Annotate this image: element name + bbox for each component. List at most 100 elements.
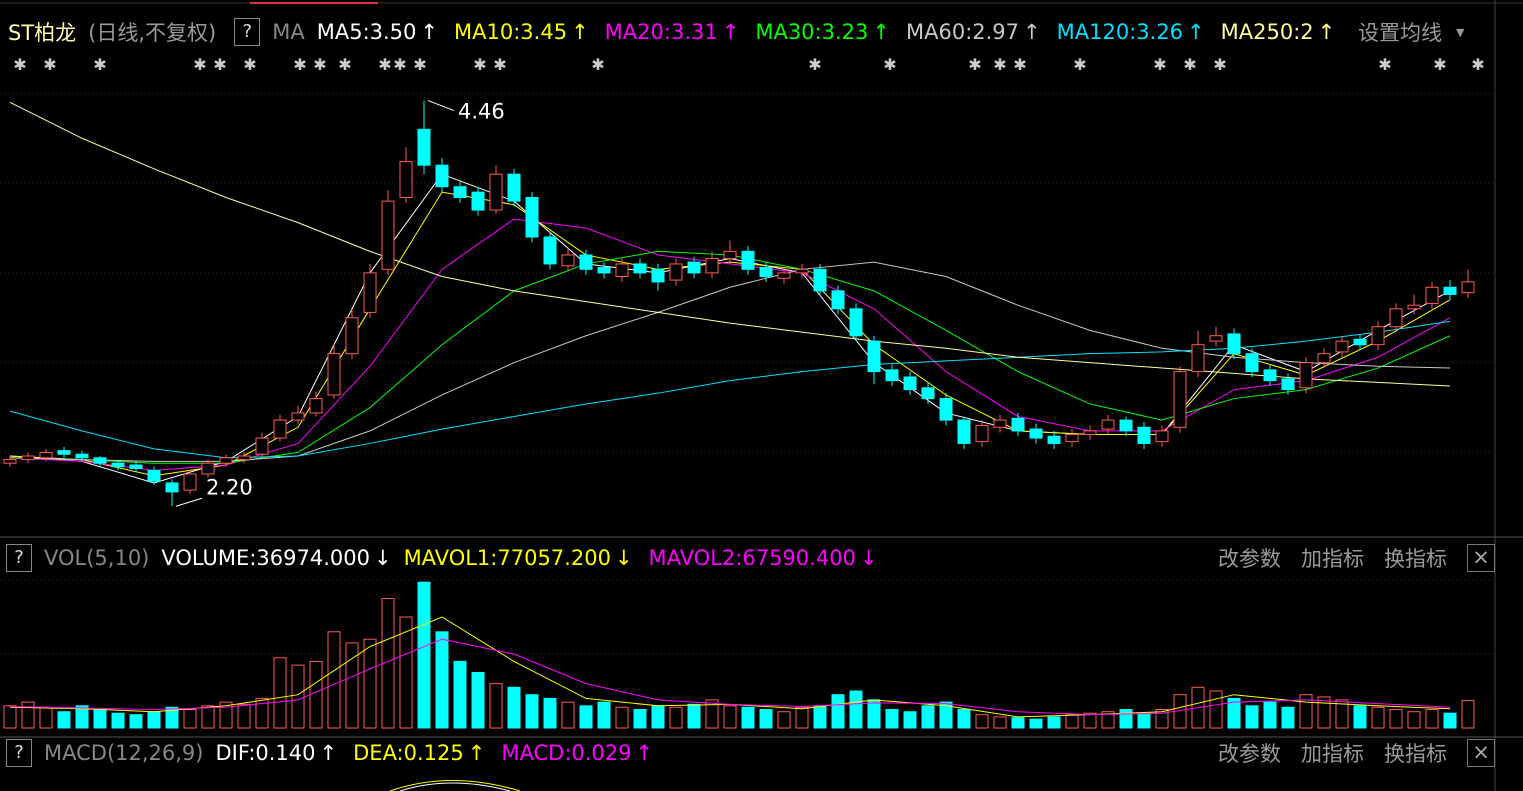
candle-body [237,455,251,461]
candle-body [633,263,647,274]
candle-body [165,482,179,493]
help-button[interactable]: ? [6,544,32,572]
button[interactable]: 加指标 [1301,547,1364,571]
close-button[interactable]: × [1467,739,1495,767]
volume-bar [939,701,953,729]
candle-body [75,453,89,459]
volume-bar [291,664,305,729]
event-icon: ✱ [193,55,206,74]
volume-bar [417,581,431,729]
annotation-arrow [427,100,455,112]
candle-body [1227,333,1241,355]
legend-label: MAVOL1:77057.200 [403,546,611,570]
candle-body [1155,430,1169,443]
macd-curve [389,780,521,791]
volume-bar [255,697,269,729]
candle-body [453,186,467,199]
volume-bar [3,705,17,729]
volume-bar [1227,697,1241,729]
candle-body [759,267,773,277]
candle-body [1461,281,1475,294]
help-button[interactable]: ? [6,739,32,767]
event-icon: ✱ [243,55,256,74]
event-icon: ✱ [473,55,486,74]
candle-body [1245,353,1259,373]
volume-bar [723,705,737,729]
close-button[interactable]: × [1467,544,1495,572]
volume-bar [633,709,647,729]
button[interactable]: 加指标 [1301,742,1364,766]
volume-bar [1443,712,1457,729]
legend-label: MA30:3.23 [755,20,869,44]
candle-body [381,200,395,270]
button[interactable]: 改参数 [1218,742,1281,766]
event-icon: ✱ [93,55,106,74]
candle-body [903,376,917,391]
volume-bar [399,616,413,729]
candle-body [1371,326,1385,346]
volume-bar [1047,716,1061,729]
volume-bar [561,701,575,729]
candle-body [1407,304,1421,310]
indicator: VOL(5,10) [44,546,150,570]
event-icon: ✱ [378,55,391,74]
candle-body [1299,362,1313,389]
volume-label: VOLUME:36974.000 [161,546,370,570]
event-icon: ✱ [313,55,326,74]
event-icon: ✱ [1073,55,1086,74]
candle-body [1119,419,1133,432]
candle-body [1353,338,1367,346]
button[interactable]: 换指标 [1384,742,1447,766]
volume-bar [345,642,359,729]
volume-bar [147,711,161,729]
candle-body [471,191,485,211]
volume-bar [597,701,611,729]
volume-bar [1317,696,1331,729]
legend-arrow: ↑ [319,741,338,765]
candle-body [669,263,683,281]
candle-body [975,424,989,443]
legend-arrow: ↑ [420,20,439,44]
volume-bar [1281,706,1295,729]
candle-body [993,419,1007,428]
volume-bar [1299,694,1313,729]
candle-body [1443,286,1457,295]
volume-bar [219,701,233,729]
candle-body [1389,308,1403,328]
legend-arrow: ↑ [467,741,486,765]
settings-label[interactable]: 设置均线 [1358,21,1442,45]
volume-bar [201,705,215,729]
candle-body [867,340,881,373]
event-icon: ✱ [968,55,981,74]
volume-bar [867,699,881,729]
button[interactable]: 改参数 [1218,547,1281,571]
ma-settings[interactable]: 设置均线 ▼ [1358,14,1488,50]
button[interactable]: 换指标 [1384,547,1447,571]
volume-bar [759,709,773,729]
help-button[interactable]: ? [234,18,261,46]
volume-bar [669,706,683,729]
legend-arrow: ↑ [1317,20,1336,44]
legend-arrow: ↑ [571,20,589,44]
candle-body [1335,340,1349,353]
volume-bar [21,701,35,729]
candle-body [1263,369,1277,382]
volume-bar [1155,709,1169,729]
event-icon: ✱ [1378,55,1391,74]
legend-arrow: ↑ [635,741,654,765]
macd-buttons: 改参数 加指标 换指标 × [1218,735,1495,771]
volume-bar [687,703,701,729]
volume-bar [957,709,971,729]
candle-body [327,353,341,396]
event-icon: ✱ [993,55,1006,74]
candle-body [273,419,287,439]
volume-bar [1461,700,1475,729]
volume-bar [1101,711,1115,729]
volume-bar [1137,712,1151,729]
candle-body [93,457,107,464]
volume-bar [39,706,53,729]
volume-bar [435,631,449,729]
ma-line [9,101,1451,387]
